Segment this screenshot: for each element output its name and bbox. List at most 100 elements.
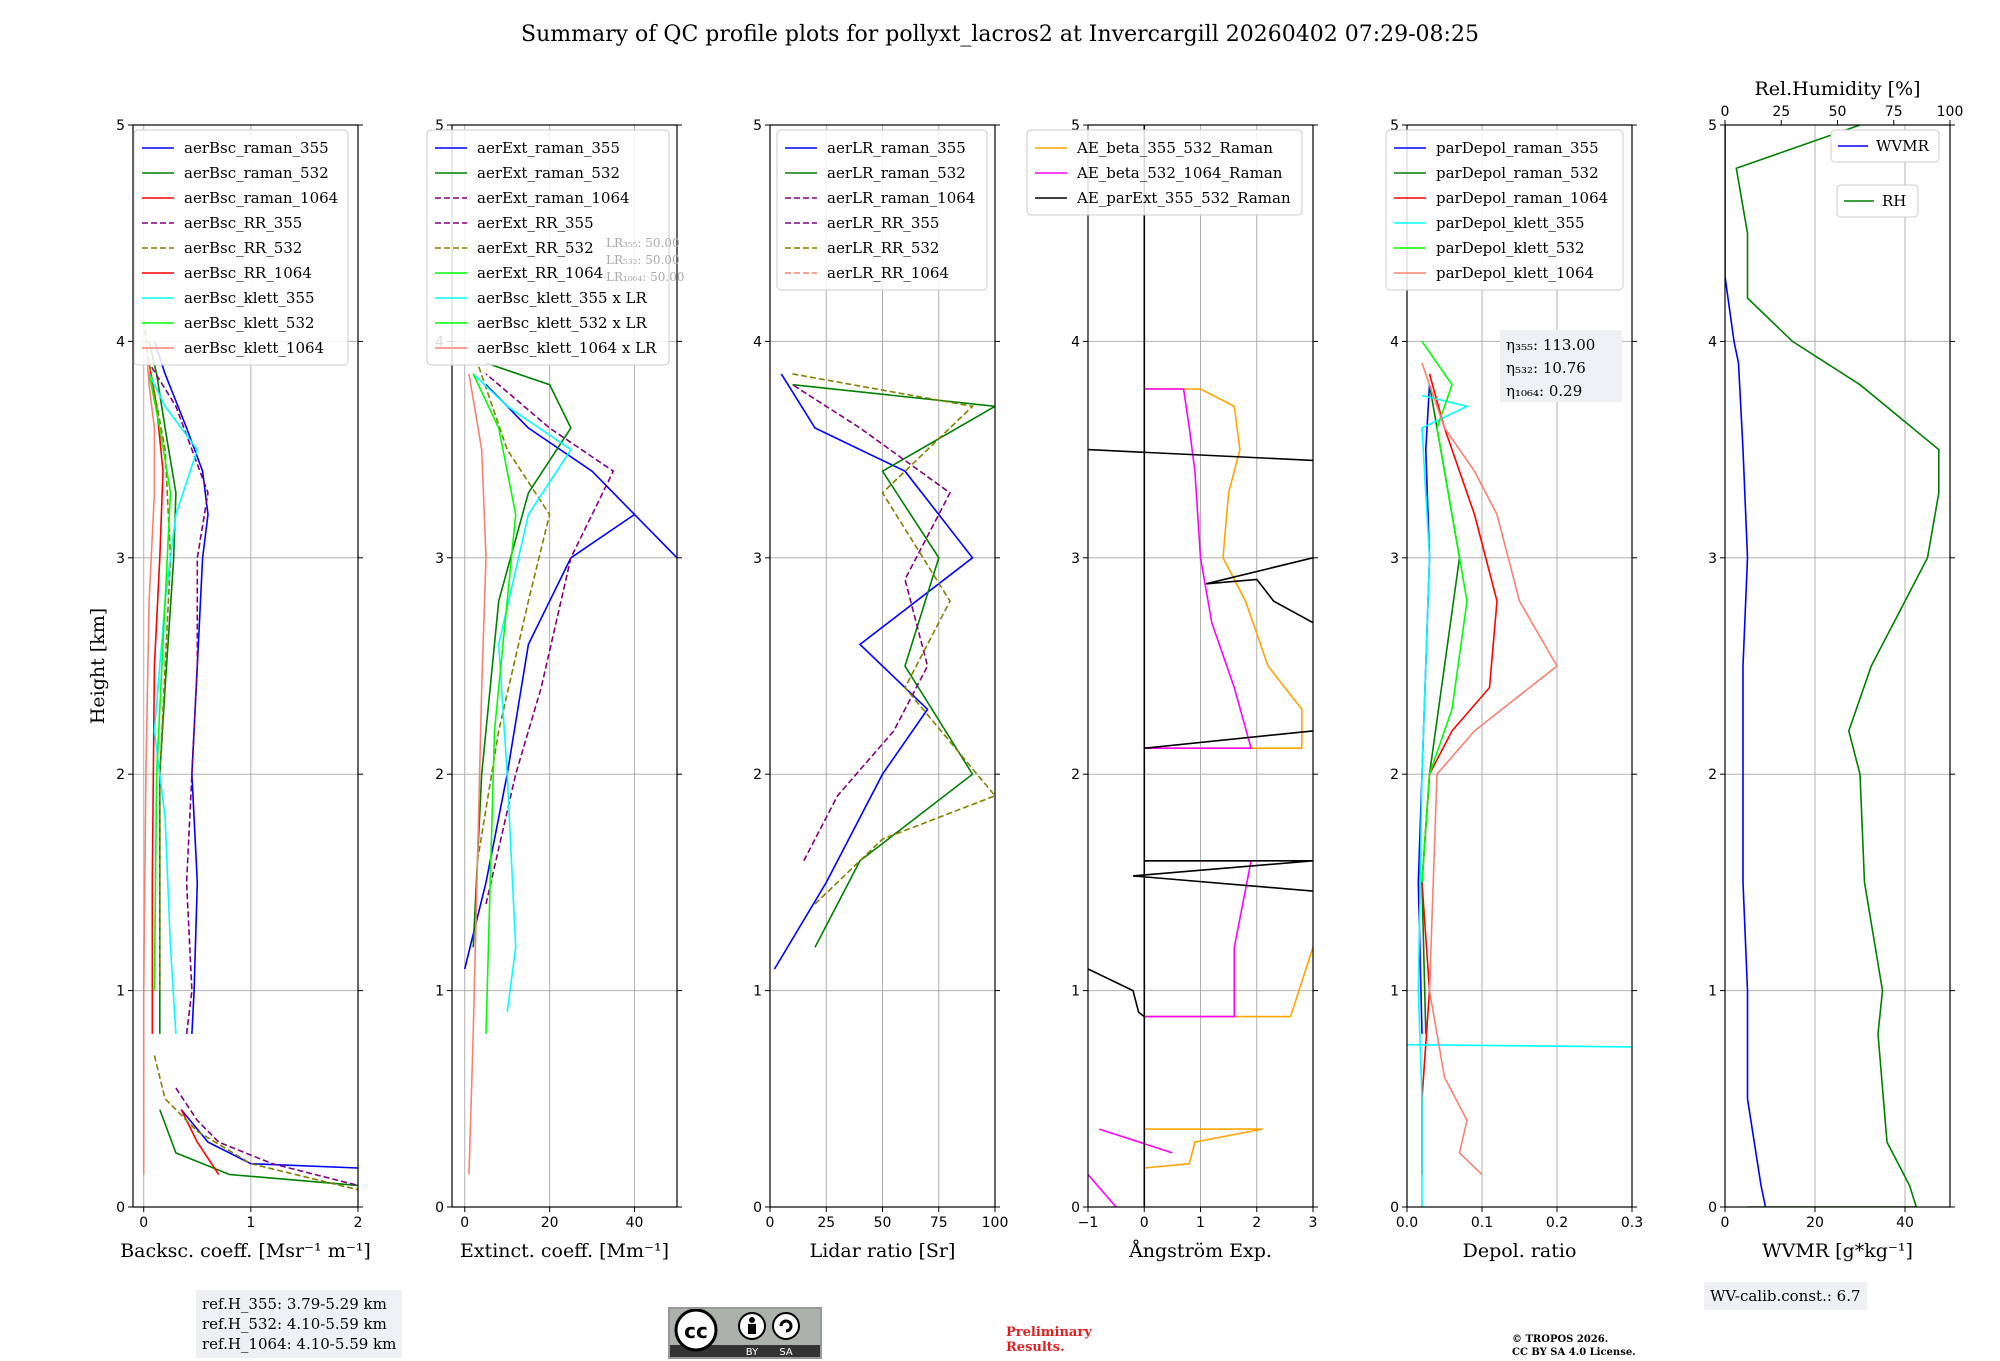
- series-AE_beta_532_1064_Raman: [1088, 1173, 1117, 1207]
- lr-label: LR₅₃₂: 50.00: [606, 253, 680, 267]
- series-aerBsc_raman_532_low: [159, 1109, 358, 1187]
- x-tick-label: 20: [1806, 1215, 1824, 1231]
- x-tick-label: 0: [139, 1215, 148, 1231]
- series-aerBsc_klett_532 x LR: [472, 373, 517, 1034]
- series-aerExt_RR_355: [485, 373, 615, 905]
- x-tick-top-label: 50: [1829, 104, 1847, 120]
- legend-label: aerLR_RR_1064: [827, 264, 949, 282]
- series-aerBsc_klett_355 x LR: [472, 373, 573, 1013]
- legend-label: AE_beta_355_532_Raman: [1076, 139, 1273, 157]
- panel-lidar_ratio: 0 25 50 75 100 0 1 2 3 4 5 Lidar ratio [Sr] aerLR_ra…: [753, 118, 1008, 1262]
- y-tick-label: 2: [1708, 767, 1717, 783]
- x-axis-title: Ångström Exp.: [1128, 1240, 1272, 1262]
- x-tick-label: 0: [766, 1215, 775, 1231]
- series-AE_parExt_355_532_Raman_f: [1088, 448, 1313, 462]
- series-AE_parExt_355_532_Raman_e: [1205, 557, 1313, 624]
- series-WVMR: [1725, 125, 1767, 1207]
- y-tick-label: 5: [435, 118, 444, 134]
- legend-label: aerBsc_klett_355 x LR: [477, 289, 648, 307]
- series-aerExt_raman_355: [463, 384, 677, 970]
- y-tick-label: 5: [753, 118, 762, 134]
- legend-label: aerBsc_RR_1064: [184, 264, 312, 282]
- x-tick-label: 0.1: [1471, 1215, 1493, 1231]
- y-tick-label: 4: [1071, 334, 1080, 350]
- y-tick-label: 2: [116, 767, 125, 783]
- series-aerBsc_raman_355: [153, 341, 209, 1034]
- legend-label: aerBsc_klett_355: [184, 289, 315, 307]
- legend-label: aerBsc_raman_1064: [184, 189, 338, 207]
- legend-label: aerExt_RR_355: [477, 214, 594, 232]
- preliminary-note: Preliminary Results.: [1006, 1325, 1092, 1355]
- y-tick-label: 2: [435, 767, 444, 783]
- series-aerExt_raman_532: [472, 362, 572, 948]
- x-axis-title: Lidar ratio [Sr]: [810, 1240, 956, 1262]
- y-tick-label: 1: [1390, 984, 1399, 1000]
- y-tick-label: 0: [1708, 1200, 1717, 1216]
- cc-license-badge[interactable]: cc BY SA: [668, 1307, 822, 1359]
- x-tick-label: 25: [817, 1215, 835, 1231]
- legend-extinction: aerExt_raman_355 aerExt_raman_532 aerExt_r…: [426, 129, 670, 366]
- legend-label: parDepol_klett_532: [1436, 239, 1585, 257]
- y-tick-label: 3: [116, 551, 125, 567]
- ref-height-355: ref.H_355: 3.79-5.29 km: [202, 1295, 387, 1313]
- y-tick-label: 5: [1071, 118, 1080, 134]
- y-tick-label: 4: [1708, 334, 1717, 350]
- y-tick-label: 1: [116, 984, 125, 1000]
- series-aerBsc_klett_1064 x LR: [468, 373, 487, 1175]
- x-axis-title: Depol. ratio: [1463, 1240, 1577, 1262]
- y-tick-label: 0: [435, 1200, 444, 1216]
- axes-frame: [1724, 124, 1951, 1208]
- y-tick-label: 4: [1390, 334, 1399, 350]
- y-tick-label: 0: [753, 1200, 762, 1216]
- legend-label: aerLR_raman_1064: [827, 189, 975, 207]
- axes-frame: [451, 124, 678, 1208]
- legend-label: aerBsc_klett_532 x LR: [477, 314, 648, 332]
- series-AE_beta_532_1064_Raman_b: [1099, 1128, 1173, 1154]
- series-aerBsc_RR_532: [142, 319, 172, 991]
- x-axis-title: Extinct. coeff. [Mm⁻¹]: [460, 1240, 669, 1262]
- x-tick-label: 75: [930, 1215, 948, 1231]
- series-AE_parExt_355_532_Raman_b: [1132, 859, 1313, 1017]
- x-tick-label: 0: [460, 1215, 469, 1231]
- series-aerLR_raman_532: [792, 383, 995, 948]
- y-tick-label: 1: [1708, 984, 1717, 1000]
- series-aerBsc_klett_532: [148, 373, 172, 991]
- series-parDepol_klett_355: [1417, 394, 1470, 1207]
- legend-label: aerLR_RR_355: [827, 214, 939, 232]
- legend-label: parDepol_raman_532: [1436, 164, 1599, 182]
- ref-height-532: ref.H_532: 4.10-5.59 km: [202, 1315, 387, 1333]
- series-AE_parExt_355_532_Raman: [1088, 968, 1146, 1207]
- legend-backscatter: aerBsc_raman_355 aerBsc_raman_532 aerBsc_r…: [133, 129, 349, 366]
- eta-text: η₁₀₆₄: 0.29: [1506, 382, 1582, 400]
- legend-box: [133, 129, 349, 366]
- y-tick-label: 5: [1390, 118, 1399, 134]
- axes-frame: [132, 124, 359, 1208]
- y-tick-label: 3: [1071, 551, 1080, 567]
- x-tick-label: 2: [1252, 1215, 1261, 1231]
- x-axis-title: Backsc. coeff. [Msr⁻¹ m⁻¹]: [120, 1240, 371, 1262]
- legend-label: aerBsc_klett_532: [184, 314, 315, 332]
- eta-bg: [1500, 330, 1622, 402]
- y-tick-label: 3: [1708, 551, 1717, 567]
- x-tick-label: 0: [1140, 1215, 1149, 1231]
- x-tick-label: 0: [1721, 1215, 1730, 1231]
- wv-calib-text: WV-calib.const.: 6.7: [1710, 1287, 1861, 1305]
- eta-box: η₃₅₅: 113.00 η₅₃₂: 10.76 η₁₀₆₄: 0.29: [1500, 330, 1622, 402]
- panel-depol: 0.0 0.1 0.2 0.3 0 1 2 3 4 5 Depol. ratio parDepol_r…: [1385, 118, 1643, 1262]
- series-aerBsc_RR_355_low: [175, 1087, 358, 1187]
- legend-label: aerBsc_klett_1064 x LR: [477, 339, 657, 357]
- x-tick-label: 0.3: [1621, 1215, 1643, 1231]
- series-aerExt_RR_532: [476, 362, 551, 861]
- x-tick-label: 40: [1896, 1215, 1914, 1231]
- x-tick-label: 40: [626, 1215, 644, 1231]
- legend-label: AE_beta_532_1064_Raman: [1076, 164, 1283, 182]
- legend-box: [1385, 129, 1624, 291]
- series-parDepol_klett_532: [1421, 340, 1468, 883]
- preliminary-line-2: Results.: [1006, 1340, 1065, 1355]
- legend-label: aerBsc_raman_532: [184, 164, 329, 182]
- y-tick-label: 3: [753, 551, 762, 567]
- legend-label: WVMR: [1876, 137, 1930, 155]
- wv-calib-box: WV-calib.const.: 6.7: [1704, 1282, 1867, 1310]
